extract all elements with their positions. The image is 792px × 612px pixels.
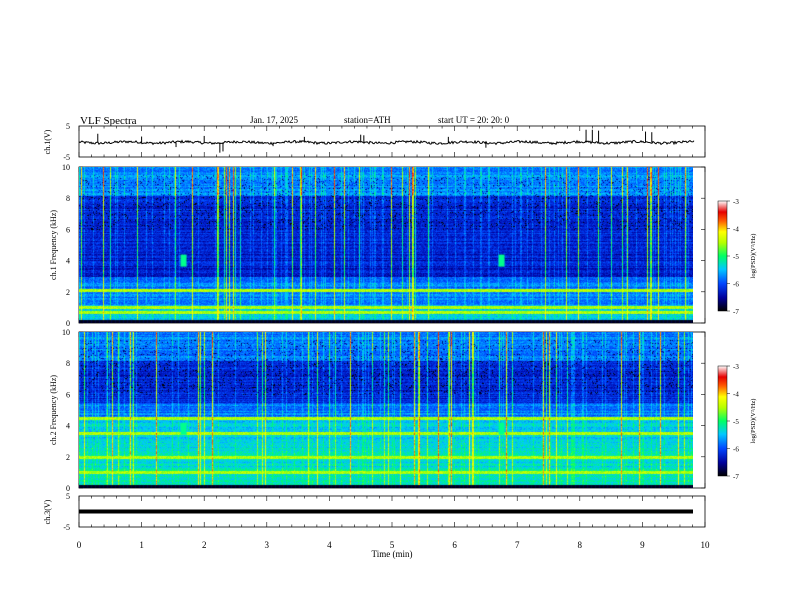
x-tick-label: 2 <box>202 540 207 550</box>
x-tick-label: 7 <box>515 540 520 550</box>
ch2-colorbar: -3 -4 -5 -6 -7 log(PSD)(V²/Hz) <box>717 363 757 481</box>
ch1-ytick-label: 8 <box>66 194 70 203</box>
ch2-ytick-label: 8 <box>66 359 70 368</box>
date-label: Jan. 17, 2025 <box>250 115 298 125</box>
ch1-colorbar-gradient <box>717 200 728 312</box>
x-tick-label: 8 <box>578 540 583 550</box>
ch1-waveform-panel: 5 -5 ch.1(V) <box>43 122 706 162</box>
ch1-colorbar-tick: -6 <box>733 281 739 289</box>
ch1-ylabel: ch.1(V) <box>43 129 52 154</box>
ch2-spectrogram-ylabel: ch.2 Frequency (kHz) <box>49 375 58 445</box>
ch2-colorbar-tick: -7 <box>733 473 739 481</box>
ch1-ytick-label: 0 <box>66 319 70 328</box>
ch1-waveform-line <box>78 139 695 146</box>
ch1-colorbar-tick: -3 <box>733 198 739 206</box>
x-tick-label: 5 <box>390 540 395 550</box>
x-tick-label: 3 <box>265 540 270 550</box>
ch2-ytick-label: 4 <box>66 422 70 431</box>
ch1-ytick-top: 5 <box>66 122 70 131</box>
ch1-colorbar-tick: -7 <box>733 308 739 316</box>
ch1-colorbar-tick: -5 <box>733 253 739 261</box>
ch2-colorbar-tick: -4 <box>733 391 739 399</box>
ch3-ytick-top: 5 <box>66 492 70 501</box>
ch3-waveform-panel: 5 -5 ch.3(V) <box>43 492 706 532</box>
ch2-spectrogram-image <box>79 332 693 488</box>
ch2-colorbar-tick: -3 <box>733 363 739 371</box>
x-tick-label: 10 <box>701 540 711 550</box>
ch1-ytick-label: 10 <box>62 163 70 172</box>
ch2-colorbar-tick: -6 <box>733 446 739 454</box>
ch3-ylabel: ch.3(V) <box>43 499 52 524</box>
x-tick-label: 1 <box>139 540 144 550</box>
ch1-spectrogram-image <box>79 167 693 323</box>
ch1-ytick-bottom: -5 <box>63 153 70 162</box>
ch2-colorbar-label: log(PSD)(V²/Hz) <box>750 399 757 444</box>
ch2-ytick-label: 2 <box>66 453 70 462</box>
ch1-ytick-label: 2 <box>66 288 70 297</box>
ch2-ytick-label: 6 <box>66 390 70 399</box>
x-tick-label: 6 <box>452 540 457 550</box>
x-tick-label: 9 <box>640 540 645 550</box>
ch1-colorbar: -3 -4 -5 -6 -7 log(PSD)(V²/Hz) <box>717 198 757 316</box>
ch1-ytick-label: 6 <box>66 225 70 234</box>
ch1-waveform-frame <box>78 125 706 158</box>
x-tick-label: 4 <box>327 540 332 550</box>
ch2-colorbar-tick: -5 <box>733 418 739 426</box>
station-label: station=ATH <box>344 115 391 125</box>
ch1-colorbar-label: log(PSD)(V²/Hz) <box>750 234 757 279</box>
ch1-ytick-label: 4 <box>66 257 70 266</box>
ch3-ytick-bottom: -5 <box>63 523 70 532</box>
x-axis-label: Time (min) <box>372 549 413 559</box>
ch2-ytick-label: 0 <box>66 484 70 493</box>
ch1-spectrogram-ylabel: ch.1 Frequency (kHz) <box>49 210 58 280</box>
ch2-colorbar-gradient <box>717 365 728 477</box>
figure-title: VLF Spectra <box>80 115 137 127</box>
x-tick-label: 0 <box>77 540 82 550</box>
ch2-ytick-label: 10 <box>62 328 70 337</box>
ch1-colorbar-tick: -4 <box>733 226 739 234</box>
start-time-label: start UT = 20: 20: 0 <box>438 115 510 125</box>
x-axis-tick-labels: 0 1 2 3 4 5 6 7 8 9 10 <box>77 540 710 550</box>
